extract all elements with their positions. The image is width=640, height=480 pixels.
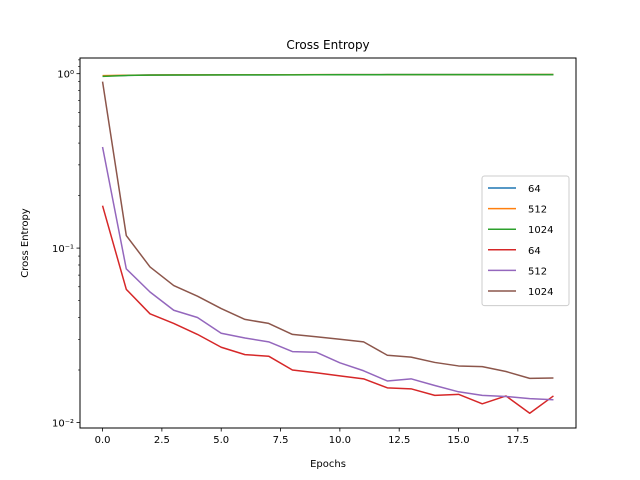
x-axis-label: Epochs xyxy=(310,459,346,470)
y-tick-label: 10⁰ xyxy=(57,70,74,81)
y-tick-label: 10⁻¹ xyxy=(52,244,74,255)
legend-box xyxy=(481,175,570,307)
x-tick-label: 15.0 xyxy=(447,435,469,446)
legend-label: 512 xyxy=(528,205,547,216)
x-tick-label: 12.5 xyxy=(388,435,410,446)
series-line-4 xyxy=(101,146,554,401)
x-axis: 0.0 2.5 5.0 7.5 10.0 12.5 15.0 17.5 xyxy=(95,428,529,446)
series-line-2 xyxy=(102,73,554,78)
x-tick-label: 2.5 xyxy=(154,435,170,446)
x-tick-label: 10.0 xyxy=(329,435,351,446)
x-tick-label: 17.5 xyxy=(507,435,529,446)
y-axis-label: Cross Entropy xyxy=(20,208,31,278)
legend-label: 1024 xyxy=(528,225,553,236)
series-line-5 xyxy=(101,81,554,380)
plot-frame xyxy=(79,57,577,429)
x-tick-label: 7.5 xyxy=(273,435,289,446)
legend-label: 512 xyxy=(528,266,547,277)
chart-title: Cross Entropy xyxy=(286,38,369,52)
y-axis: 10⁻² 10⁻¹ 10⁰ xyxy=(52,59,80,430)
series-line-3 xyxy=(101,205,554,414)
x-tick-label: 5.0 xyxy=(213,435,229,446)
y-tick-label: 10⁻² xyxy=(52,419,74,430)
legend-label: 64 xyxy=(528,246,541,257)
legend: 64 512 1024 64 512 1024 xyxy=(481,175,570,307)
plot-area xyxy=(101,73,554,414)
legend-label: 64 xyxy=(528,184,541,195)
legend-label: 1024 xyxy=(528,287,553,298)
x-tick-label: 0.0 xyxy=(95,435,111,446)
